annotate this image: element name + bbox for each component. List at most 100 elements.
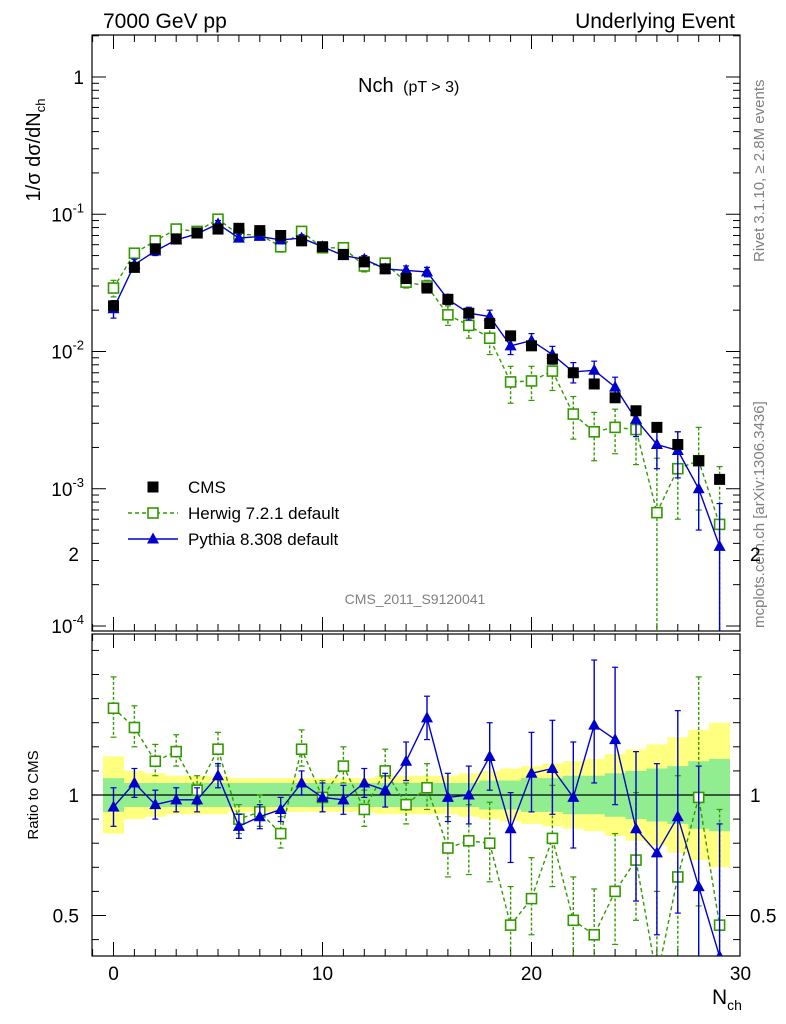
cms-main-point — [337, 248, 349, 260]
plot-title: Nch (pT > 3) — [358, 75, 459, 97]
pythia-ratio-point — [421, 711, 433, 723]
ratio-x-tick-label: 0 — [108, 964, 119, 985]
cms-main-point — [400, 273, 412, 285]
herwig-ratio-point — [212, 743, 224, 756]
herwig-main-point — [442, 309, 454, 321]
herwig-ratio-point — [421, 781, 433, 794]
pythia-main-point — [609, 380, 622, 392]
pythia-ratio-point — [609, 733, 622, 745]
herwig-ratio-point — [609, 885, 621, 898]
rivet-version-label: Rivet 3.1.10, ≥ 2.8M events — [751, 80, 768, 263]
cms-main-point — [463, 307, 475, 319]
herwig-main-point — [107, 282, 120, 294]
herwig-ratio-point — [337, 760, 350, 772]
herwig-ratio-point — [525, 892, 538, 905]
pythia-ratio-point — [692, 880, 705, 892]
cms-main-point — [170, 233, 182, 245]
pythia-ratio-point — [232, 819, 245, 831]
ratio-y-tick-label-right: 1 — [750, 786, 761, 807]
header-left: 7000 GeV pp — [103, 10, 227, 33]
pythia-ratio-point — [149, 798, 162, 810]
pythia-ratio-point — [441, 790, 454, 802]
analysis-id: CMS_2011_S9120041 — [345, 591, 486, 607]
pythia-ratio-point — [588, 718, 601, 730]
main-y-tick-label-base: 10 — [51, 205, 72, 226]
main-y-tick-label-base: 10 — [51, 617, 72, 638]
pythia-ratio-point — [274, 802, 287, 814]
herwig-main-point — [525, 375, 538, 387]
legend-item-cms-label: CMS — [188, 478, 226, 497]
herwig-main-point — [609, 421, 621, 434]
pythia-ratio-point — [128, 776, 141, 788]
herwig-ratio-point — [128, 721, 141, 734]
pythia-main-point — [504, 339, 517, 351]
pythia-main-point — [588, 363, 601, 375]
cms-main-point — [128, 261, 140, 273]
cms-main-point — [442, 293, 454, 305]
main-plot-frame — [91, 34, 741, 632]
herwig-main-point — [483, 332, 496, 344]
pythia-ratio-point — [295, 776, 308, 788]
cms-main-point — [609, 392, 621, 404]
cms-main-point — [296, 235, 308, 247]
herwig-main-point — [651, 506, 663, 519]
pythia-main-point — [650, 438, 663, 450]
ratio-y-axis-label: Ratio to CMS — [25, 750, 42, 839]
mcplots-label: mcplots.cern.ch [arXiv:1306.3436] — [751, 401, 768, 628]
plot-title-main: Nch — [358, 75, 394, 97]
herwig-ratio-point — [107, 702, 120, 715]
herwig-ratio-line — [113, 707, 721, 956]
pythia-main-point — [421, 265, 433, 277]
herwig-ratio-point — [483, 837, 496, 850]
ratio-x-tick-label: 20 — [521, 964, 542, 985]
cms-main-point — [672, 439, 684, 451]
ratio-y-tick-label-right: 2 — [750, 545, 761, 566]
main-y-tick-label: 10-4 — [51, 612, 84, 638]
pythia-ratio-point — [650, 846, 663, 858]
ratio-x-tick-label: 30 — [730, 964, 751, 985]
pythia-ratio-point — [546, 761, 559, 773]
pythia-main-point — [400, 263, 413, 275]
main-data — [107, 213, 726, 631]
pythia-ratio-point — [716, 949, 723, 956]
herwig-ratio-point — [546, 832, 559, 845]
cms-main-point — [546, 353, 558, 365]
pythia-ratio-point — [400, 754, 413, 766]
cms-main-point — [505, 330, 517, 342]
ratio-x-tick-label: 10 — [312, 964, 333, 985]
herwig-ratio-point — [652, 973, 662, 983]
herwig-main-point — [170, 223, 182, 235]
cms-main-point — [212, 223, 224, 235]
cms-main-point — [379, 263, 391, 275]
main-y-tick-label: 10-1 — [51, 200, 84, 226]
legend-item-herwig-marker — [147, 507, 159, 519]
pythia-main-point — [630, 412, 642, 424]
herwig-ratio-point — [170, 745, 182, 758]
herwig-ratio-point — [442, 842, 454, 854]
legend: CMS Herwig 7.2.1 default Pythia 8.308 defa… — [128, 478, 339, 549]
main-axes: 110-110-210-310-4 — [51, 34, 741, 638]
herwig-ratio-point — [462, 834, 475, 847]
pythia-ratio-point — [483, 749, 496, 761]
cms-main-point — [233, 222, 245, 234]
legend-item-herwig-label: Herwig 7.2.1 default — [188, 504, 339, 523]
cms-main-point — [567, 367, 579, 379]
pythia-ratio-point — [379, 783, 392, 795]
cms-main-point — [421, 282, 433, 294]
herwig-ratio-point — [567, 914, 580, 927]
pythia-ratio-point — [337, 793, 350, 805]
pythia-ratio-point — [107, 800, 120, 812]
legend-item-cms-marker — [147, 481, 159, 493]
legend-item-pythia-label: Pythia 8.308 default — [188, 530, 339, 549]
pythia-ratio-point — [567, 790, 580, 802]
cms-main-point — [588, 378, 600, 390]
pythia-ratio-point — [191, 793, 204, 805]
herwig-main-point — [567, 408, 580, 420]
cms-main-point — [630, 405, 642, 417]
main-y-tick-label: 10-3 — [51, 475, 84, 501]
pythia-ratio-point — [212, 769, 224, 781]
ratio-y-tick-label-right: 0.5 — [750, 907, 776, 928]
herwig-ratio-point — [295, 743, 308, 756]
herwig-main-point — [462, 319, 475, 332]
ratio-y-tick-label: 1 — [68, 786, 79, 807]
